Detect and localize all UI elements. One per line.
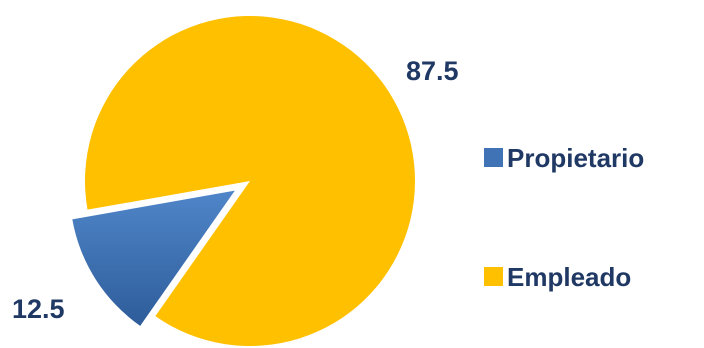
legend: Propietario Empleado — [484, 143, 644, 292]
legend-label-empleado: Empleado — [507, 262, 631, 292]
pie-slice-propietario — [72, 190, 235, 326]
legend-item-empleado: Empleado — [484, 262, 631, 292]
data-label-empleado: 87.5 — [406, 56, 459, 86]
legend-swatch-propietario — [484, 148, 503, 167]
legend-item-propietario: Propietario — [484, 143, 644, 173]
pie-slice-empleado — [85, 15, 415, 346]
legend-label-propietario: Propietario — [507, 143, 644, 173]
data-label-propietario: 12.5 — [12, 294, 65, 324]
legend-swatch-empleado — [484, 267, 503, 286]
